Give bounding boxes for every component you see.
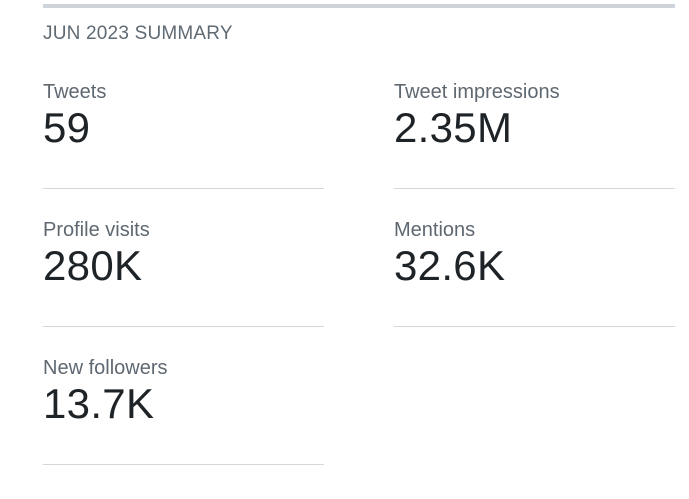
stat-label: Tweet impressions — [394, 81, 560, 103]
stat-tweet-impressions: Tweet impressions 2.35M — [394, 81, 675, 191]
stat-divider — [43, 326, 324, 327]
stat-value: 13.7K — [43, 380, 155, 427]
summary-title: JUN 2023 SUMMARY — [43, 23, 233, 44]
stat-new-followers: New followers 13.7K — [43, 357, 324, 467]
stat-mentions: Mentions 32.6K — [394, 219, 675, 329]
stat-value: 32.6K — [394, 242, 506, 289]
stat-value: 2.35M — [394, 104, 513, 151]
stat-value: 59 — [43, 104, 91, 151]
stat-divider — [394, 188, 675, 189]
stat-value: 280K — [43, 242, 143, 289]
stat-divider — [43, 464, 324, 465]
stat-divider — [43, 188, 324, 189]
stat-label: New followers — [43, 357, 168, 379]
stat-profile-visits: Profile visits 280K — [43, 219, 324, 329]
stat-divider — [394, 326, 675, 327]
top-divider — [43, 4, 675, 8]
stat-label: Tweets — [43, 81, 107, 103]
stat-label: Mentions — [394, 219, 476, 241]
stat-label: Profile visits — [43, 219, 150, 241]
stat-tweets: Tweets 59 — [43, 81, 324, 191]
